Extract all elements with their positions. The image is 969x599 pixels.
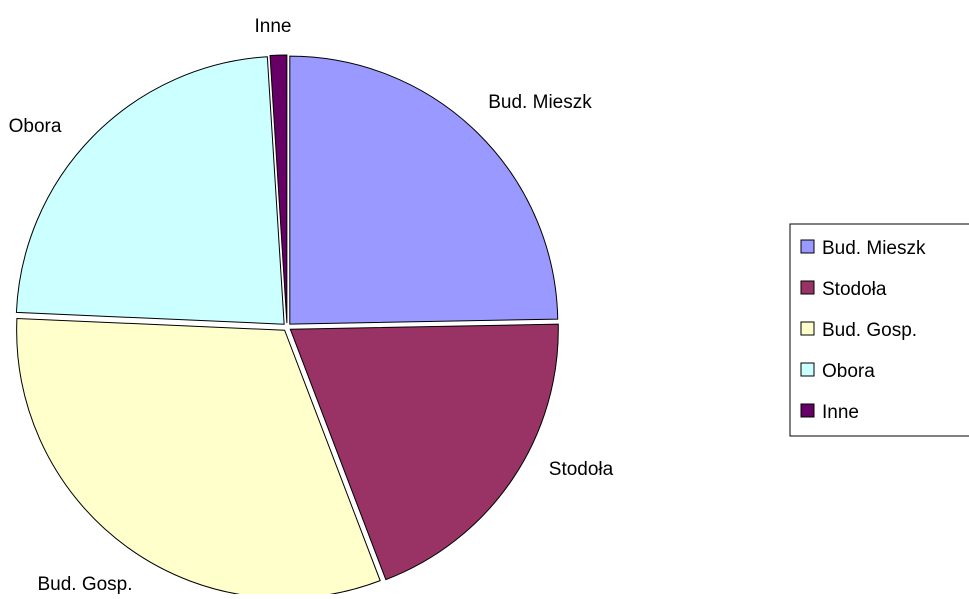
pie-slice-2	[289, 323, 559, 581]
legend-label-4: Obora	[822, 361, 875, 382]
pie-slices	[15, 54, 559, 599]
legend-box	[789, 223, 969, 437]
slice-labels: Bud. Mieszk Stodoła Bud. Gosp. Obora Inne	[9, 16, 614, 595]
legend-label-3: Bud. Gosp.	[822, 320, 917, 341]
pie-slice-5	[269, 54, 288, 324]
slice-label-1: Bud. Mieszk	[488, 92, 592, 113]
legend-swatch-3	[800, 321, 815, 336]
legend-items: Bud. Mieszk Stodoła Bud. Gosp. Obora Inne	[800, 238, 926, 423]
slice-label-2: Stodoła	[549, 459, 614, 480]
slice-label-5: Inne	[255, 16, 292, 37]
legend-swatch-4	[800, 362, 815, 377]
legend-swatch-5	[800, 403, 815, 418]
pie-slice-4	[15, 56, 285, 325]
legend-swatch-1	[800, 239, 815, 254]
legend-label-5: Inne	[822, 402, 859, 423]
legend-swatch-2	[800, 280, 815, 295]
slice-label-4: Obora	[9, 116, 62, 137]
legend: Bud. Mieszk Stodoła Bud. Gosp. Obora Inne	[789, 223, 969, 437]
legend-label-1: Bud. Mieszk	[822, 238, 926, 259]
legend-label-2: Stodoła	[822, 279, 887, 300]
slice-label-3: Bud. Gosp.	[37, 574, 132, 594]
pie-slice-1	[289, 55, 559, 325]
